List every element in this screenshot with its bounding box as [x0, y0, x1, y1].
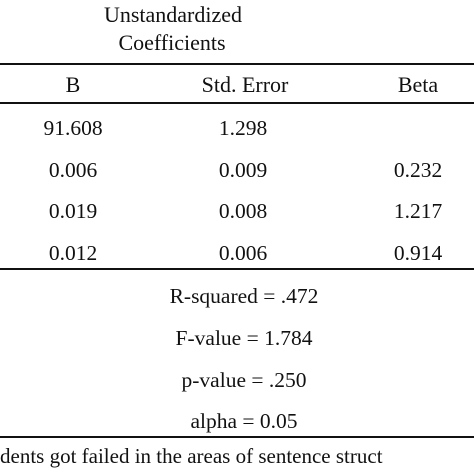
cell-b: 91.608 [43, 116, 103, 140]
alpha-stat: alpha = 0.05 [190, 409, 298, 433]
group-header-line-1: Unstandardized [103, 2, 243, 27]
cell-b: 0.012 [48, 241, 98, 265]
cell-std-error: 0.006 [218, 241, 268, 265]
column-header-b: B [65, 72, 81, 97]
cell-b: 0.006 [48, 158, 98, 182]
column-header-divider [0, 102, 474, 104]
p-value-stat: p-value = .250 [181, 368, 307, 392]
f-value-stat: F-value = 1.784 [175, 326, 313, 350]
cell-b: 0.019 [48, 199, 98, 223]
table-bottom-rule [0, 436, 474, 438]
cell-beta: 1.217 [393, 199, 443, 223]
cell-beta: 0.232 [393, 158, 443, 182]
cell-std-error: 0.008 [218, 199, 268, 223]
header-divider [0, 63, 474, 65]
column-header-std-error: Std. Error [201, 72, 289, 97]
cell-std-error: 1.298 [218, 116, 268, 140]
column-header-beta: Beta [397, 72, 439, 97]
group-header-line-2: Coefficients [118, 30, 226, 55]
r-squared-stat: R-squared = .472 [169, 284, 319, 308]
cell-beta: 0.914 [393, 241, 443, 265]
body-divider [0, 268, 474, 270]
cell-std-error: 0.009 [218, 158, 268, 182]
caption-text: dents got failed in the areas of sentenc… [0, 444, 383, 468]
